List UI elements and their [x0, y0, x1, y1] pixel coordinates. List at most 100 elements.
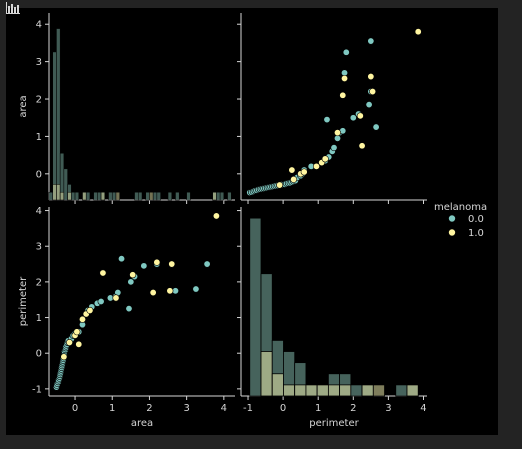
hist-bar-area	[56, 28, 61, 201]
x-tick-label: 1	[315, 403, 321, 414]
hist-bar-perimeter	[350, 384, 363, 397]
hist-bar-perimeter	[316, 384, 329, 397]
y-tick-label: 0	[36, 349, 42, 360]
hist-bar-area	[74, 191, 80, 201]
y-tick-label: 2	[36, 95, 42, 106]
x-axis-label-perimeter: perimeter	[309, 418, 359, 429]
scatter-point-area-perimeter	[288, 166, 296, 174]
y-tick-label: 3	[36, 57, 42, 68]
scatter-point-perimeter-area	[75, 340, 83, 348]
x-tick-label: 3	[183, 403, 189, 414]
hist-bar-area	[167, 191, 173, 201]
scatter-point-area-perimeter	[372, 123, 380, 131]
hist-bar-area	[97, 191, 102, 201]
y-tick-label: -1	[32, 384, 42, 395]
legend-marker-0	[448, 214, 456, 223]
hist-bar-perimeter	[294, 384, 307, 397]
hist-bar-area	[156, 191, 161, 201]
pairplot-svg: 0 1 2 3 4 -1 0 1 2 3 4 0 1 2 3 4 -1 0 1 2 3 4 area perimeter are…	[18, 13, 487, 429]
scatter-point-perimeter-area	[60, 353, 68, 361]
x-tick-label: 0	[280, 403, 286, 414]
scatter-point-area-perimeter	[330, 144, 338, 152]
hist-bar-area	[71, 191, 76, 201]
scatter-point-perimeter-area	[166, 287, 174, 295]
hist-bar-perimeter	[406, 384, 419, 397]
scatter-point-perimeter-area	[86, 306, 94, 314]
scatter-point-perimeter-area	[97, 297, 105, 305]
x-axis-label-area: area	[131, 418, 153, 429]
y-tick-label: 1	[36, 313, 42, 324]
hist-bar-perimeter	[327, 384, 341, 397]
scatter-point-perimeter-area	[118, 255, 126, 263]
y-tick-label: 0	[36, 169, 42, 180]
hist-bar-perimeter	[271, 373, 284, 397]
legend-label-1: 1.0	[468, 228, 484, 239]
hist-bar-area	[111, 191, 117, 201]
hist-bar-area	[212, 191, 217, 201]
hist-bar-area	[115, 191, 120, 201]
hist-bar-area	[134, 191, 139, 201]
legend-marker-1	[448, 228, 456, 237]
hist-bar-area	[216, 191, 221, 201]
scatter-point-perimeter-area	[65, 339, 73, 347]
scatter-point-area-perimeter	[414, 28, 422, 36]
y-tick-label: 2	[36, 277, 42, 288]
y-tick-label: 1	[36, 132, 42, 143]
hist-bar-area	[93, 191, 98, 201]
hist-bar-perimeter	[249, 217, 262, 397]
x-tick-label: 0	[72, 403, 78, 414]
scatter-point-perimeter-area	[112, 294, 120, 302]
y-axis-label-area: area	[18, 95, 29, 117]
hist-bar-area	[52, 184, 57, 201]
legend-title: melanoma	[434, 202, 487, 213]
scatter-point-area-perimeter	[369, 88, 377, 96]
hist-bar-area	[67, 191, 72, 201]
scatter-point-area-perimeter	[290, 175, 298, 183]
scatter-point-area-perimeter	[300, 168, 308, 176]
y-axis-label-perimeter: perimeter	[18, 276, 29, 326]
scatter-point-perimeter-area	[78, 315, 86, 323]
x-tick-label: 4	[221, 403, 227, 414]
hist-bar-perimeter	[372, 384, 385, 397]
bar-chart-icon[interactable]	[6, 2, 20, 14]
y-tick-label: 4	[36, 206, 42, 217]
scatter-point-perimeter-area	[192, 285, 200, 293]
scatter-point-area-perimeter	[365, 101, 373, 109]
hist-bar-area	[82, 191, 87, 201]
scatter-point-perimeter-area	[127, 278, 135, 286]
hist-bar-perimeter	[361, 384, 374, 397]
scatter-point-area-perimeter	[276, 181, 284, 189]
hist-bar-perimeter	[395, 384, 408, 397]
scatter-point-perimeter-area	[129, 271, 137, 279]
hist-bar-area	[56, 184, 61, 201]
hist-bar-area	[138, 191, 143, 201]
scatter-point-area-perimeter	[358, 142, 366, 150]
hist-bar-area	[108, 191, 113, 201]
x-tick-label: 4	[420, 403, 426, 414]
scatter-point-area-perimeter	[323, 116, 331, 124]
scatter-point-area-perimeter	[339, 91, 347, 99]
hist-bar-area	[85, 191, 91, 201]
hist-bar-area	[152, 191, 158, 201]
scatter-point-perimeter-area	[153, 258, 161, 266]
scatter-point-area-perimeter	[334, 129, 342, 137]
hist-bar-area	[149, 191, 154, 201]
scatter-point-perimeter-area	[140, 262, 148, 270]
hist-bar-area	[52, 51, 57, 201]
scatter-point-area-perimeter	[367, 73, 375, 81]
x-tick-label: 3	[385, 403, 391, 414]
scatter-point-perimeter-area	[99, 269, 107, 277]
legend-label-0: 0.0	[468, 214, 484, 225]
scatter-point-area-perimeter	[349, 114, 357, 122]
scatter-point-perimeter-area	[203, 260, 211, 268]
y-tick-label: 4	[36, 20, 42, 31]
hist-bar-area	[175, 191, 180, 201]
hist-bar-area	[48, 191, 53, 201]
scatter-point-perimeter-area	[149, 289, 157, 297]
scatter-point-area-perimeter	[342, 48, 350, 56]
hist-bar-area	[100, 191, 106, 201]
scatter-point-perimeter-area	[73, 328, 81, 336]
hist-bar-perimeter	[305, 384, 318, 397]
x-tick-label: -1	[243, 403, 253, 414]
scatter-point-perimeter-area	[212, 212, 220, 220]
